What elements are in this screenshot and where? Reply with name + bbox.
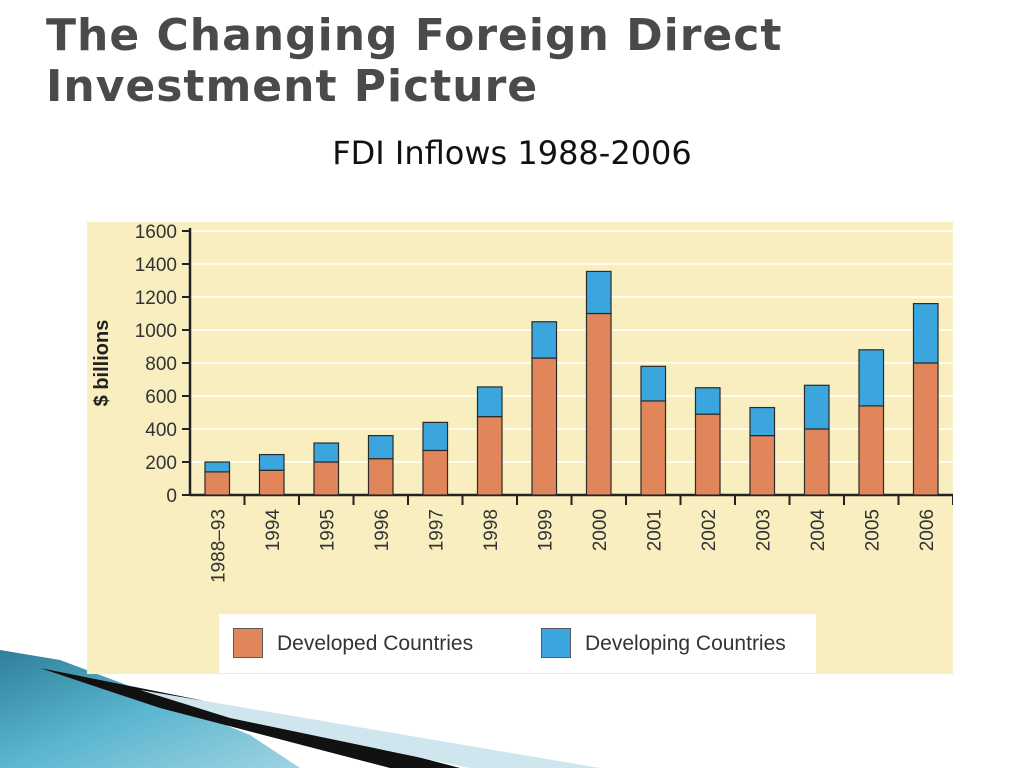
x-tick-label: 2006 <box>917 509 938 551</box>
x-tick-label: 2003 <box>753 509 774 551</box>
bar-developing <box>912 302 939 364</box>
x-tick-label: 1994 <box>263 509 284 552</box>
chart-subtitle: FDI Inflows 1988-2006 <box>332 134 692 172</box>
bar-developed <box>694 413 721 496</box>
legend-swatch-developed <box>233 628 263 658</box>
bar-developed <box>585 312 612 496</box>
y-tick-label: 1200 <box>135 288 177 309</box>
bar-developing <box>204 461 231 473</box>
y-axis-label: $ billions <box>91 320 113 407</box>
bar-developed <box>912 362 939 496</box>
x-tick-label: 2002 <box>699 509 720 551</box>
y-tick-label: 1000 <box>135 321 177 342</box>
bar-developing <box>858 349 885 407</box>
chart-legend: Developed Countries Developing Countries <box>219 614 816 673</box>
y-tick-label: 1400 <box>135 255 177 276</box>
bar-developed <box>422 449 449 496</box>
bar-developing <box>258 453 285 471</box>
x-tick-label: 1998 <box>481 509 502 551</box>
bar-developed <box>258 469 285 496</box>
bar-developing <box>585 270 612 315</box>
x-tick-label: 2005 <box>862 509 883 551</box>
x-tick-label: 1997 <box>426 509 447 551</box>
x-tick-label: 2004 <box>808 509 829 552</box>
y-tick-label: 600 <box>145 387 177 408</box>
y-tick-label: 800 <box>145 354 177 375</box>
bar-developing <box>476 386 503 418</box>
slide-title: The Changing Foreign Direct Investment P… <box>46 10 783 112</box>
bar-developed <box>367 458 394 496</box>
y-tick-label: 0 <box>166 486 177 507</box>
bar-developed <box>858 405 885 496</box>
chart-panel: 0 200 400 600 800 1000 1200 1400 1600 $ billions 1… <box>87 222 953 674</box>
bar-developing <box>640 365 667 402</box>
x-tick-label: 1988–93 <box>208 509 229 583</box>
bar-developed <box>313 461 340 496</box>
x-tick-label: 2000 <box>590 509 611 551</box>
x-tick-label: 2001 <box>644 509 665 551</box>
x-tick-label: 1995 <box>317 509 338 551</box>
legend-label-developed: Developed Countries <box>277 632 474 655</box>
bar-developing <box>313 442 340 463</box>
y-tick-label: 1600 <box>135 222 177 243</box>
legend-swatch-developing <box>541 628 571 658</box>
bar-developed <box>204 471 231 496</box>
bar-developing <box>694 387 721 415</box>
bar-developed <box>531 357 558 496</box>
x-tick-label: 1996 <box>372 509 393 551</box>
bar-developing <box>749 406 776 437</box>
bar-developed <box>749 435 776 496</box>
bar-developing <box>367 435 394 460</box>
bar-developed <box>803 428 830 496</box>
legend-label-developing: Developing Countries <box>585 632 786 655</box>
fdi-stacked-bar-chart: 0 200 400 600 800 1000 1200 1400 1600 $ billions 1… <box>91 222 953 583</box>
bar-developed <box>476 416 503 496</box>
x-tick-label: 1999 <box>535 509 556 551</box>
bar-developing <box>803 384 830 430</box>
y-tick-label: 400 <box>145 420 177 441</box>
y-tick-label: 200 <box>145 453 177 474</box>
bar-developing <box>531 321 558 359</box>
bar-developing <box>422 421 449 452</box>
bar-developed <box>640 400 667 496</box>
